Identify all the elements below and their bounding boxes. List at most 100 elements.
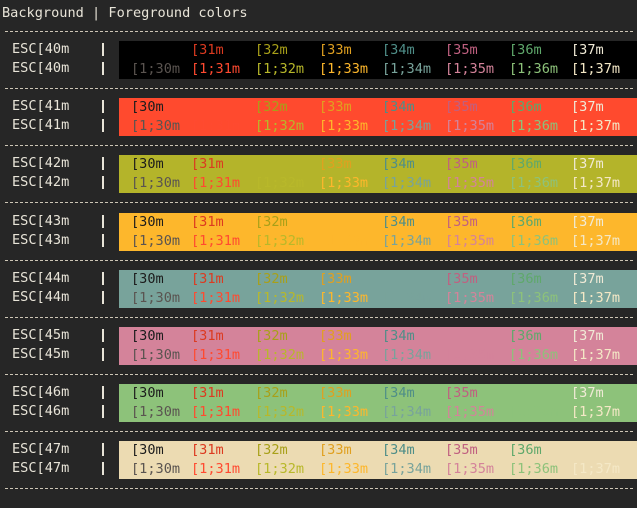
header-foreground-label: Foreground colors bbox=[108, 5, 248, 21]
fg-code: [1;34m bbox=[382, 290, 432, 306]
fg-code: [1;33m bbox=[319, 175, 369, 191]
fg-code: [1;36m bbox=[509, 61, 559, 77]
fg-code: [1;32m bbox=[255, 61, 305, 77]
background-swatch: [30m [31m [32m [33m [35m [36m [37m [1;30m [1;31m… bbox=[119, 270, 637, 308]
fg-code: [1;32m bbox=[255, 175, 305, 191]
fg-code: [35m bbox=[445, 385, 478, 401]
background-swatch: [30m [31m [32m [33m [34m [35m [37m [1;30m [1;31m… bbox=[119, 384, 637, 422]
fg-code: [33m bbox=[319, 328, 352, 344]
row-label: ESC[41m bbox=[12, 117, 70, 133]
fg-code: [34m bbox=[382, 156, 415, 172]
fg-code: [30m bbox=[131, 271, 164, 287]
row-label: ESC[44m bbox=[12, 270, 70, 286]
fg-code: [1;37m bbox=[571, 61, 621, 77]
fg-code: [1;35m bbox=[445, 347, 495, 363]
fg-code: [1;33m bbox=[319, 404, 369, 420]
background-swatch: [30m [31m [32m [33m [34m [35m [36m [1;30m [1;31m… bbox=[119, 441, 637, 479]
fg-code: [32m bbox=[255, 271, 288, 287]
row-label: ESC[45m bbox=[12, 327, 70, 343]
fg-code: [32m bbox=[255, 385, 288, 401]
fg-code: [1;31m bbox=[191, 347, 241, 363]
fg-code: [1;37m bbox=[571, 461, 621, 477]
fg-code: [33m bbox=[319, 42, 352, 58]
fg-code: [35m bbox=[445, 99, 478, 115]
fg-code: [1;31m bbox=[191, 61, 241, 77]
fg-code: [31m bbox=[191, 271, 224, 287]
fg-code: [1;34m bbox=[382, 404, 432, 420]
fg-code: [1;35m bbox=[445, 290, 495, 306]
fg-code: [1;32m bbox=[255, 461, 305, 477]
fg-code: [36m bbox=[509, 328, 542, 344]
header-background-label: Background bbox=[2, 5, 84, 21]
separator bbox=[5, 488, 633, 489]
fg-code: [1;37m bbox=[571, 118, 621, 134]
fg-code: [1;36m bbox=[509, 404, 559, 420]
background-swatch: [31m [32m [33m [34m [35m [36m [37m [1;30m [1;31m… bbox=[119, 41, 637, 79]
separator bbox=[5, 31, 633, 32]
separator bbox=[5, 260, 633, 261]
row-divider bbox=[102, 291, 109, 304]
row-divider bbox=[102, 386, 109, 399]
fg-code: [1;35m bbox=[445, 461, 495, 477]
fg-code: [31m bbox=[191, 328, 224, 344]
fg-code: [30m bbox=[131, 99, 164, 115]
fg-code: [31m bbox=[191, 385, 224, 401]
row-label: ESC[43m bbox=[12, 213, 70, 229]
fg-code: [32m bbox=[255, 442, 288, 458]
fg-code: [34m bbox=[382, 385, 415, 401]
fg-code: [1;30m bbox=[131, 233, 181, 249]
row-divider bbox=[102, 272, 109, 285]
fg-code: [1;33m bbox=[319, 61, 369, 77]
fg-code: [35m bbox=[445, 42, 478, 58]
fg-code: [1;37m bbox=[571, 347, 621, 363]
fg-code: [31m bbox=[191, 42, 224, 58]
row-label: ESC[47m bbox=[12, 460, 70, 476]
fg-code: [32m bbox=[255, 214, 288, 230]
fg-code: [30m bbox=[131, 328, 164, 344]
background-swatch: [30m [31m [33m [34m [35m [36m [37m [1;30m [1;31m… bbox=[119, 155, 637, 193]
fg-code: [34m bbox=[382, 442, 415, 458]
fg-code: [36m bbox=[509, 442, 542, 458]
fg-code: [1;34m bbox=[382, 118, 432, 134]
row-label: ESC[47m bbox=[12, 441, 70, 457]
fg-code: [1;34m bbox=[382, 175, 432, 191]
row-divider bbox=[102, 176, 109, 189]
row-label: ESC[46m bbox=[12, 384, 70, 400]
fg-code: [1;34m bbox=[382, 347, 432, 363]
fg-code: [1;32m bbox=[255, 290, 305, 306]
fg-code: [1;37m bbox=[571, 175, 621, 191]
row-label: ESC[42m bbox=[12, 155, 70, 171]
fg-code: [1;32m bbox=[255, 233, 305, 249]
fg-code: [1;31m bbox=[191, 233, 241, 249]
fg-code: [34m bbox=[382, 99, 415, 115]
fg-code: [36m bbox=[509, 214, 542, 230]
fg-code: [31m bbox=[191, 156, 224, 172]
row-divider bbox=[102, 157, 109, 170]
header: Background | Foreground colors bbox=[2, 5, 248, 21]
fg-code: [37m bbox=[571, 328, 604, 344]
fg-code: [36m bbox=[509, 271, 542, 287]
row-label: ESC[40m bbox=[12, 41, 70, 57]
fg-code: [1;31m bbox=[191, 290, 241, 306]
row-divider bbox=[102, 100, 109, 113]
fg-code: [1;36m bbox=[509, 461, 559, 477]
fg-code: [34m bbox=[382, 42, 415, 58]
fg-code: [1;30m bbox=[131, 175, 181, 191]
row-divider bbox=[102, 405, 109, 418]
fg-code: [32m bbox=[255, 42, 288, 58]
fg-code: [37m bbox=[571, 156, 604, 172]
fg-code: [36m bbox=[509, 99, 542, 115]
row-divider bbox=[102, 119, 109, 132]
fg-code: [33m bbox=[319, 99, 352, 115]
fg-code: [1;37m bbox=[571, 290, 621, 306]
row-divider bbox=[102, 348, 109, 361]
fg-code: [33m bbox=[319, 156, 352, 172]
fg-code: [33m bbox=[319, 442, 352, 458]
fg-code: [34m bbox=[382, 214, 415, 230]
fg-code: [1;35m bbox=[445, 233, 495, 249]
row-label: ESC[46m bbox=[12, 403, 70, 419]
separator bbox=[5, 431, 633, 432]
fg-code: [30m bbox=[131, 214, 164, 230]
background-swatch: [30m [32m [33m [34m [35m [36m [37m [1;30m [1;31m… bbox=[119, 98, 637, 136]
fg-code: [1;35m bbox=[445, 118, 495, 134]
